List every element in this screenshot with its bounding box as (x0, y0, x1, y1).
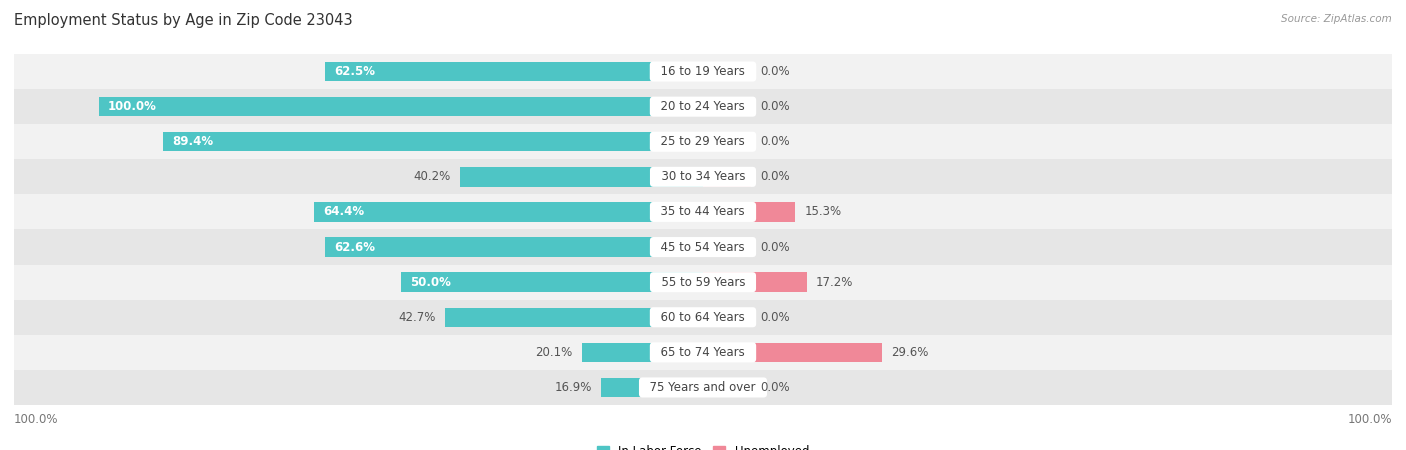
Text: 65 to 74 Years: 65 to 74 Years (654, 346, 752, 359)
Bar (703, 97, 751, 116)
Text: 40.2%: 40.2% (413, 171, 451, 183)
Text: 0.0%: 0.0% (761, 171, 790, 183)
Bar (98, 97, 703, 116)
Bar (14, 230, 1392, 265)
Bar (14, 370, 1392, 405)
Text: 0.0%: 0.0% (761, 135, 790, 148)
Text: 29.6%: 29.6% (891, 346, 928, 359)
Text: 20.1%: 20.1% (536, 346, 572, 359)
Text: 42.7%: 42.7% (398, 311, 436, 324)
Text: 0.0%: 0.0% (761, 381, 790, 394)
Bar (314, 202, 703, 221)
Text: 20 to 24 Years: 20 to 24 Years (654, 100, 752, 113)
Bar (600, 378, 703, 397)
Text: 89.4%: 89.4% (172, 135, 212, 148)
Bar (582, 343, 703, 362)
Bar (703, 62, 751, 81)
Text: 25 to 29 Years: 25 to 29 Years (654, 135, 752, 148)
Bar (14, 159, 1392, 194)
Text: 50.0%: 50.0% (411, 276, 451, 288)
Text: 75 Years and over: 75 Years and over (643, 381, 763, 394)
Text: 30 to 34 Years: 30 to 34 Years (654, 171, 752, 183)
Bar (163, 132, 703, 151)
Bar (14, 265, 1392, 300)
Bar (14, 124, 1392, 159)
Text: 64.4%: 64.4% (323, 206, 364, 218)
Text: 100.0%: 100.0% (1347, 413, 1392, 426)
Text: 60 to 64 Years: 60 to 64 Years (654, 311, 752, 324)
Bar (401, 273, 703, 292)
Text: 0.0%: 0.0% (761, 311, 790, 324)
Text: 15.3%: 15.3% (804, 206, 842, 218)
Text: 55 to 59 Years: 55 to 59 Years (654, 276, 752, 288)
Text: 0.0%: 0.0% (761, 241, 790, 253)
Bar (703, 378, 751, 397)
Text: 62.5%: 62.5% (335, 65, 375, 78)
Bar (14, 335, 1392, 370)
Bar (460, 167, 703, 186)
Text: 16 to 19 Years: 16 to 19 Years (654, 65, 752, 78)
Text: 100.0%: 100.0% (108, 100, 156, 113)
Bar (703, 273, 807, 292)
Bar (14, 300, 1392, 335)
Text: 16.9%: 16.9% (554, 381, 592, 394)
Bar (14, 54, 1392, 89)
Bar (703, 202, 796, 221)
Bar (703, 238, 751, 256)
Text: 35 to 44 Years: 35 to 44 Years (654, 206, 752, 218)
Text: 62.6%: 62.6% (333, 241, 375, 253)
Bar (703, 343, 882, 362)
Text: 17.2%: 17.2% (815, 276, 853, 288)
Bar (14, 194, 1392, 230)
Legend: In Labor Force, Unemployed: In Labor Force, Unemployed (592, 440, 814, 450)
Text: 0.0%: 0.0% (761, 65, 790, 78)
Bar (444, 308, 703, 327)
Bar (14, 89, 1392, 124)
Text: 0.0%: 0.0% (761, 100, 790, 113)
Bar (703, 132, 751, 151)
Text: Employment Status by Age in Zip Code 23043: Employment Status by Age in Zip Code 230… (14, 14, 353, 28)
Bar (325, 238, 703, 256)
Text: 100.0%: 100.0% (14, 413, 59, 426)
Bar (325, 62, 703, 81)
Bar (703, 308, 751, 327)
Text: 45 to 54 Years: 45 to 54 Years (654, 241, 752, 253)
Bar (703, 167, 751, 186)
Text: Source: ZipAtlas.com: Source: ZipAtlas.com (1281, 14, 1392, 23)
